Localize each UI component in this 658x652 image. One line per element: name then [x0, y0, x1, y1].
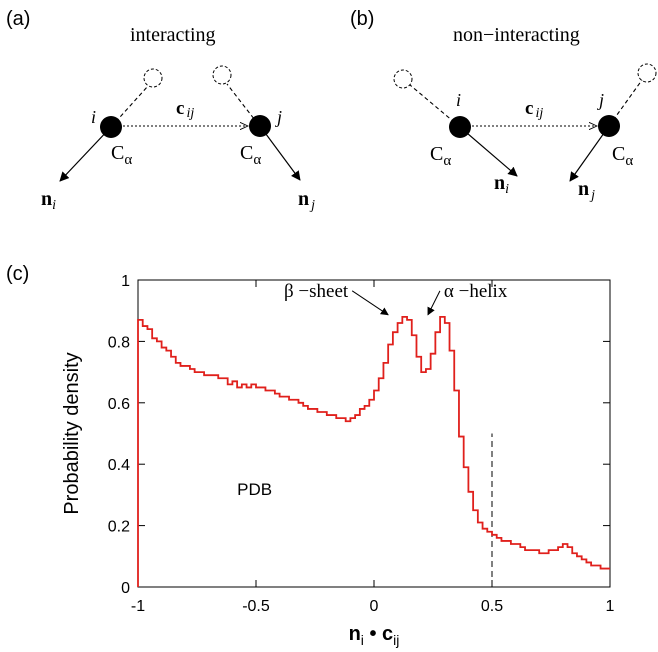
axis-ticks	[137, 279, 611, 588]
probability-density-series	[137, 315, 610, 587]
plot-frame	[137, 279, 611, 588]
normal-vector-j	[569, 125, 610, 182]
calpha-label-i: Cα	[111, 142, 132, 168]
x-tick-label: -0.5	[242, 598, 270, 615]
normal-vector-j	[259, 125, 301, 181]
panel-b-title: non−interacting	[453, 24, 580, 46]
normal-vector-i	[459, 126, 518, 177]
label-i: i	[91, 107, 96, 127]
x-tick-label: 1	[606, 598, 615, 615]
calpha-label-j: Cα	[240, 142, 261, 168]
y-axis-label: Probability density	[61, 352, 83, 514]
x-tick-label: -1	[131, 598, 145, 615]
axis-tick-labels: -1 -0.5 0 0.5 1 0 0.2 0.4 0.6 0.8 1	[108, 273, 615, 615]
alpha-helix-annotation: α −helix	[444, 281, 508, 302]
sidechain-link-j	[226, 83, 259, 125]
sidechain-circle-i	[393, 69, 413, 89]
beta-sheet-arrow	[351, 290, 389, 316]
y-tick-label: 0.8	[108, 334, 130, 351]
cij-label: c ij	[525, 98, 543, 121]
histogram-chart: -1 -0.5 0 0.5 1 0 0.2 0.4 0.6 0.8 1 β −sheet α −hel…	[61, 273, 615, 648]
panel-c-tag: (c)	[6, 263, 29, 285]
normal-label-i: ni	[41, 188, 56, 213]
sidechain-circle-i	[143, 68, 163, 88]
label-j: j	[275, 107, 282, 127]
normal-label-i: ni	[494, 172, 509, 197]
calpha-label-j: Cα	[612, 143, 633, 169]
cij-label: c ij	[176, 98, 194, 121]
dataset-label: PDB	[237, 480, 272, 499]
beta-sheet-annotation: β −sheet	[284, 281, 349, 302]
y-tick-label: 0.4	[108, 457, 130, 474]
peak-annotations: β −sheet α −helix	[284, 281, 508, 316]
panel-b-tag: (b)	[350, 8, 374, 30]
panel-c: (c) -1 -0.5 0 0.5 1 0 0.2 0.4 0.6 0.8 1 β −sheet α …	[6, 263, 615, 648]
calpha-label-i: Cα	[430, 143, 451, 169]
label-j: j	[597, 90, 604, 110]
y-tick-label: 1	[121, 273, 130, 290]
x-tick-label: 0.5	[481, 598, 503, 615]
sidechain-circle-j	[637, 63, 657, 83]
x-axis-label: ni • cij	[349, 623, 400, 648]
x-tick-label: 0	[370, 598, 379, 615]
alpha-helix-arrow	[427, 290, 441, 316]
normal-vector-i	[59, 126, 112, 182]
y-tick-label: 0.6	[108, 396, 130, 413]
panel-a-title: interacting	[130, 24, 216, 46]
panel-a-tag: (a)	[6, 8, 30, 30]
y-tick-label: 0	[121, 580, 130, 597]
label-i: i	[456, 90, 461, 110]
sidechain-circle-j	[212, 65, 232, 85]
y-tick-label: 0.2	[108, 519, 130, 536]
